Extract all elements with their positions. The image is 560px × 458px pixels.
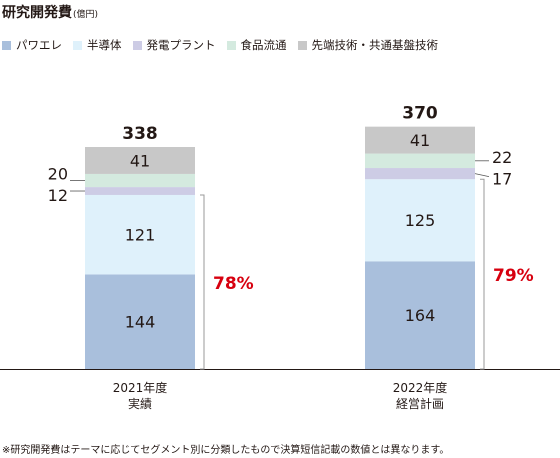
bar-segment bbox=[85, 147, 195, 174]
legend-label: 発電プラント bbox=[146, 38, 216, 52]
legend-swatch bbox=[2, 40, 11, 50]
x-tick-label-year: 2022年度 bbox=[393, 380, 448, 395]
legend-label: 食品流通 bbox=[240, 38, 287, 52]
legend-label: 先端技術・共通基盤技術 bbox=[311, 38, 439, 52]
x-tick-label-kind: 実績 bbox=[128, 396, 152, 411]
data-label: 12 bbox=[48, 186, 68, 205]
bar-segment bbox=[365, 126, 475, 154]
legend-item: 発電プラント bbox=[132, 37, 216, 53]
bar-segment bbox=[85, 274, 195, 369]
bar-segment bbox=[85, 194, 195, 275]
data-label: 41 bbox=[410, 131, 430, 150]
data-label: 22 bbox=[492, 148, 512, 167]
legend-swatch bbox=[226, 40, 236, 50]
legend-label: 半導体 bbox=[87, 38, 122, 52]
data-label: 164 bbox=[405, 306, 436, 325]
bar-segment bbox=[365, 168, 475, 180]
legend-item: 半導体 bbox=[73, 37, 122, 53]
total-label: 338 bbox=[122, 124, 158, 144]
footnote: ※研究開発費はテーマに応じてセグメント別に分類したもので決算短信記載の数値とは異… bbox=[2, 445, 450, 456]
x-tick-label-kind: 経営計画 bbox=[396, 396, 444, 411]
share-label: 79% bbox=[493, 266, 534, 286]
legend-swatch bbox=[297, 40, 307, 50]
chart-title: 研究開発費 bbox=[2, 5, 72, 21]
chart-title-row: 研究開発費(億円) bbox=[2, 2, 98, 22]
legend-swatch bbox=[132, 40, 142, 50]
bar-segment bbox=[365, 179, 475, 262]
bar-segment bbox=[85, 187, 195, 195]
chart-unit: (億円) bbox=[73, 10, 99, 20]
legend-item: 食品流通 bbox=[226, 37, 287, 53]
data-label: 125 bbox=[405, 211, 436, 230]
bar-segment bbox=[365, 153, 475, 169]
data-label: 41 bbox=[130, 151, 150, 170]
data-label: 20 bbox=[48, 165, 68, 184]
data-label: 121 bbox=[125, 226, 156, 245]
share-bracket bbox=[480, 178, 485, 370]
share-bracket bbox=[200, 194, 205, 370]
share-label: 78% bbox=[213, 274, 254, 294]
legend-item: 先端技術・共通基盤技術 bbox=[297, 37, 439, 53]
bar-segment bbox=[365, 261, 475, 369]
data-label: 17 bbox=[492, 170, 512, 189]
legend-label: パワエレ bbox=[16, 38, 62, 52]
bar-segment bbox=[85, 173, 195, 188]
data-label: 144 bbox=[125, 313, 156, 332]
x-tick-label-year: 2021年度 bbox=[113, 380, 168, 395]
leader-line bbox=[474, 173, 490, 178]
legend-swatch bbox=[73, 40, 82, 50]
legend-item: パワエレ bbox=[2, 37, 62, 53]
chart-legend: パワエレ 半導体 発電プラント 食品流通 先端技術・共通基盤技術 bbox=[2, 37, 449, 53]
total-label: 370 bbox=[402, 104, 438, 124]
